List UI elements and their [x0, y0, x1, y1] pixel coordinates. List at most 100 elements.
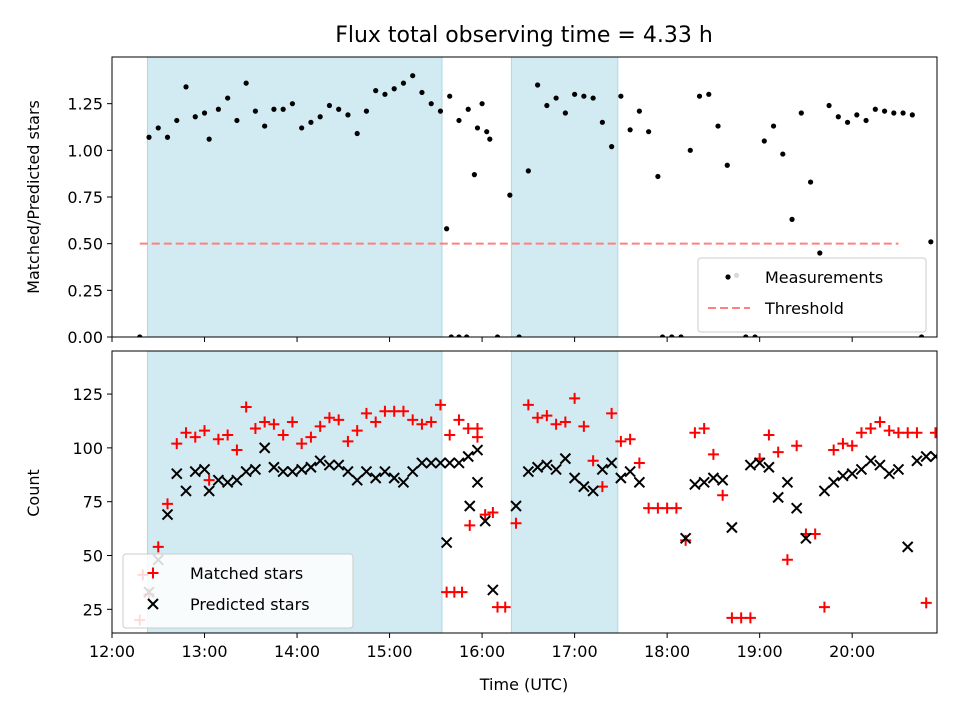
x-tick-label: 15:00: [367, 642, 413, 661]
predicted-star-point: [171, 467, 183, 480]
measurement-point: [345, 112, 351, 118]
legend-predicted-marker: [147, 598, 159, 610]
measurement-point: [206, 136, 212, 142]
measurement-point: [562, 110, 568, 116]
matched-star-point: [828, 444, 840, 456]
matched-star-point: [379, 405, 391, 417]
measurement-point: [447, 93, 453, 99]
measurement-point: [627, 127, 633, 133]
predicted-star-point: [471, 444, 484, 456]
predicted-star-point: [286, 465, 299, 478]
top-legend-label: Threshold: [764, 299, 844, 318]
matched-star-point: [578, 420, 590, 432]
measurement-point: [798, 110, 804, 116]
bottom-legend: Matched stars Predicted stars: [122, 553, 354, 629]
matched-star-point: [333, 414, 345, 426]
measurement-point: [456, 117, 462, 124]
matched-star-point: [522, 399, 534, 411]
matched-star-point: [855, 427, 867, 439]
measurement-point: [419, 89, 425, 96]
bottom-y-tick-label: 75: [83, 493, 103, 512]
predicted-star-point: [679, 532, 692, 544]
measurement-point: [743, 334, 749, 337]
measurement-point: [201, 110, 208, 116]
predicted-star-point: [406, 465, 419, 478]
x-tick-label: 14:00: [274, 642, 320, 661]
matched-star-point: [407, 414, 419, 426]
matched-star-point: [929, 427, 937, 439]
measurement-point: [599, 119, 605, 125]
measurement-point: [137, 334, 143, 337]
predicted-star-point: [510, 500, 522, 512]
matched-star-point: [772, 446, 784, 458]
measurement-point: [655, 173, 661, 180]
measurement-point: [947, 67, 952, 72]
matched-star-point: [487, 506, 499, 518]
predicted-star-point: [180, 485, 192, 497]
measurement-point: [437, 108, 444, 114]
measurement-point: [262, 123, 268, 129]
matched-star-point: [837, 438, 849, 450]
matched-star-point: [416, 418, 428, 430]
matched-star-point: [351, 425, 363, 437]
bottom-axes-frame: [111, 350, 938, 634]
measurement-point: [487, 136, 493, 142]
matched-star-point: [314, 420, 326, 432]
matched-star-point: [162, 498, 174, 510]
measurement-point: [448, 334, 454, 337]
matched-star-point: [471, 431, 483, 443]
predicted-star-point: [550, 463, 562, 476]
top-y-axis-label: Matched/Predicted stars: [24, 100, 43, 294]
matched-star-point: [199, 425, 211, 437]
predicted-star-point: [487, 584, 499, 596]
predicted-star-point: [464, 500, 476, 512]
top-shaded-interval: [147, 57, 442, 337]
measurement-point: [243, 80, 249, 86]
bottom-legend-label: Predicted stars: [190, 595, 310, 614]
measurement-point: [881, 108, 888, 114]
predicted-star-point: [541, 459, 553, 471]
matched-star-point: [652, 502, 664, 514]
predicted-star-point: [605, 457, 618, 469]
matched-star-point: [286, 416, 298, 428]
measurement-point: [474, 125, 481, 131]
matched-star-point: [152, 541, 164, 553]
measurement-point: [225, 95, 231, 101]
matched-star-point: [643, 502, 655, 514]
legend-matched-marker: [147, 567, 159, 579]
measurement-point: [687, 147, 693, 153]
measurement-point: [572, 91, 578, 97]
measurement-point: [817, 250, 823, 256]
x-tick-label: 18:00: [644, 642, 690, 661]
matched-star-point: [920, 597, 932, 609]
chart-title: Flux total observing time = 4.33 h: [335, 23, 713, 48]
predicted-star-point: [940, 454, 950, 464]
predicted-star-point: [221, 476, 234, 489]
measurement-point: [646, 129, 652, 135]
matched-star-point: [203, 474, 215, 486]
measurement-point: [382, 91, 388, 97]
measurement-point: [826, 102, 832, 109]
predicted-star-point: [855, 463, 868, 476]
measurement-point: [863, 117, 869, 124]
measurement-point: [636, 108, 642, 114]
predicted-star-point: [198, 463, 211, 476]
predicted-star-point: [624, 465, 636, 478]
matched-star-point: [874, 416, 886, 428]
predicted-star-point: [883, 467, 895, 480]
measurement-point: [471, 172, 477, 178]
predicted-star-point: [568, 472, 581, 484]
measurement-point: [752, 334, 758, 337]
measurement-point: [918, 334, 925, 337]
matched-star-point: [434, 399, 446, 411]
predicted-star-point: [753, 457, 766, 469]
predicted-star-point: [800, 532, 812, 544]
predicted-star-point: [314, 455, 326, 467]
matched-star-point: [510, 517, 522, 529]
matched-star-point: [397, 405, 409, 417]
predicted-star-point: [379, 465, 391, 478]
top-y-tick-label: 1.00: [67, 141, 103, 160]
measurement-point: [544, 102, 550, 109]
measurement-point: [464, 334, 470, 337]
predicted-star-point: [772, 491, 784, 504]
